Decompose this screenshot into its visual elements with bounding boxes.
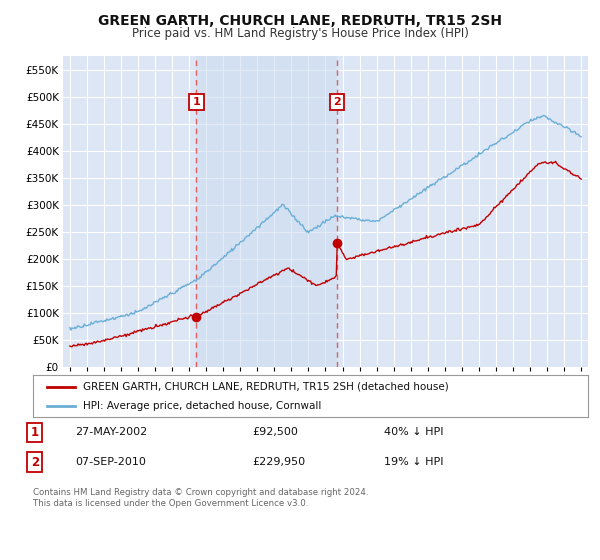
Text: £229,950: £229,950 xyxy=(252,457,305,467)
Text: GREEN GARTH, CHURCH LANE, REDRUTH, TR15 2SH (detached house): GREEN GARTH, CHURCH LANE, REDRUTH, TR15 … xyxy=(83,381,449,391)
Text: HPI: Average price, detached house, Cornwall: HPI: Average price, detached house, Corn… xyxy=(83,401,322,411)
Text: 1: 1 xyxy=(193,97,200,107)
Text: 19% ↓ HPI: 19% ↓ HPI xyxy=(384,457,443,467)
Text: Contains HM Land Registry data © Crown copyright and database right 2024.
This d: Contains HM Land Registry data © Crown c… xyxy=(33,488,368,508)
Text: 07-SEP-2010: 07-SEP-2010 xyxy=(75,457,146,467)
Text: GREEN GARTH, CHURCH LANE, REDRUTH, TR15 2SH: GREEN GARTH, CHURCH LANE, REDRUTH, TR15 … xyxy=(98,14,502,28)
Text: 2: 2 xyxy=(31,455,39,469)
Text: 1: 1 xyxy=(31,426,39,439)
Text: 40% ↓ HPI: 40% ↓ HPI xyxy=(384,427,443,437)
Text: 2: 2 xyxy=(333,97,341,107)
Text: Price paid vs. HM Land Registry's House Price Index (HPI): Price paid vs. HM Land Registry's House … xyxy=(131,27,469,40)
Text: £92,500: £92,500 xyxy=(252,427,298,437)
Bar xyxy=(196,56,337,367)
Text: 27-MAY-2002: 27-MAY-2002 xyxy=(75,427,147,437)
